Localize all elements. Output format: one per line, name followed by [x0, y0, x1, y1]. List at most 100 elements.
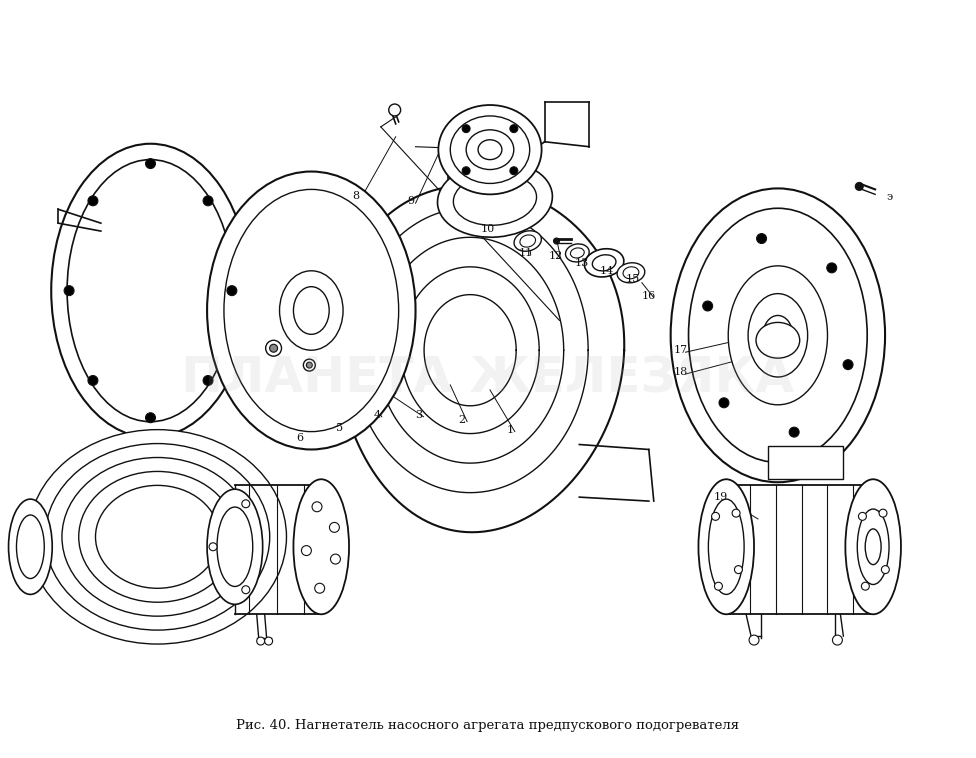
- Text: 3: 3: [415, 410, 422, 420]
- Circle shape: [264, 637, 272, 645]
- Ellipse shape: [437, 161, 552, 237]
- Text: 14: 14: [600, 266, 614, 276]
- Text: 1: 1: [507, 424, 513, 434]
- Circle shape: [827, 263, 836, 273]
- Text: 13: 13: [574, 258, 589, 268]
- Circle shape: [314, 583, 325, 594]
- Ellipse shape: [592, 255, 616, 271]
- Ellipse shape: [61, 458, 253, 616]
- Circle shape: [859, 512, 867, 520]
- Polygon shape: [768, 446, 843, 479]
- Text: 5: 5: [336, 423, 343, 433]
- Circle shape: [145, 158, 155, 168]
- Circle shape: [509, 124, 518, 133]
- Ellipse shape: [565, 244, 590, 262]
- Circle shape: [88, 375, 98, 386]
- Ellipse shape: [51, 144, 250, 437]
- Ellipse shape: [79, 471, 236, 603]
- Circle shape: [203, 196, 213, 205]
- Circle shape: [306, 362, 312, 368]
- Text: 2: 2: [459, 415, 466, 424]
- Text: э: э: [886, 193, 892, 202]
- Circle shape: [735, 565, 743, 574]
- Circle shape: [227, 286, 237, 296]
- Circle shape: [304, 359, 315, 371]
- Circle shape: [719, 398, 729, 408]
- Circle shape: [145, 413, 155, 423]
- Ellipse shape: [207, 489, 263, 604]
- Text: 9: 9: [407, 196, 414, 206]
- Text: 12: 12: [549, 251, 562, 261]
- Circle shape: [712, 512, 719, 520]
- Ellipse shape: [96, 485, 220, 588]
- Circle shape: [312, 502, 322, 512]
- Ellipse shape: [454, 174, 537, 225]
- Ellipse shape: [623, 267, 639, 279]
- Ellipse shape: [570, 248, 585, 258]
- Circle shape: [862, 582, 870, 590]
- Text: 15: 15: [626, 274, 640, 283]
- Text: 17: 17: [673, 345, 688, 356]
- Circle shape: [749, 635, 759, 645]
- Ellipse shape: [67, 160, 234, 421]
- Circle shape: [703, 301, 712, 311]
- Circle shape: [257, 637, 264, 645]
- Circle shape: [463, 167, 470, 175]
- Circle shape: [203, 375, 213, 386]
- Text: 4: 4: [373, 410, 381, 420]
- Circle shape: [714, 582, 722, 590]
- Circle shape: [269, 344, 277, 352]
- Circle shape: [302, 546, 311, 556]
- Ellipse shape: [748, 293, 807, 377]
- Ellipse shape: [585, 249, 624, 277]
- Ellipse shape: [207, 171, 416, 449]
- Ellipse shape: [688, 208, 868, 462]
- Circle shape: [833, 635, 842, 645]
- Text: 19: 19: [713, 492, 727, 502]
- Ellipse shape: [478, 139, 502, 160]
- Ellipse shape: [224, 190, 398, 431]
- Circle shape: [553, 238, 559, 244]
- Ellipse shape: [514, 230, 542, 251]
- Text: 6: 6: [296, 433, 303, 443]
- Circle shape: [881, 565, 889, 574]
- Circle shape: [209, 543, 217, 551]
- Circle shape: [879, 509, 887, 517]
- Circle shape: [732, 509, 740, 517]
- Ellipse shape: [450, 116, 530, 183]
- Ellipse shape: [699, 479, 754, 614]
- Ellipse shape: [17, 515, 44, 578]
- Text: 10: 10: [481, 224, 495, 234]
- Circle shape: [331, 554, 341, 564]
- Ellipse shape: [438, 105, 542, 194]
- Ellipse shape: [45, 443, 269, 630]
- Circle shape: [843, 360, 853, 370]
- Text: Рис. 40. Нагнетатель насосного агрегата предпускового подогревателя: Рис. 40. Нагнетатель насосного агрегата …: [236, 719, 740, 732]
- Ellipse shape: [294, 287, 329, 334]
- Circle shape: [756, 233, 766, 243]
- Circle shape: [88, 196, 98, 205]
- Ellipse shape: [671, 189, 885, 482]
- Circle shape: [242, 500, 250, 508]
- Circle shape: [242, 586, 250, 594]
- Ellipse shape: [709, 499, 744, 594]
- Ellipse shape: [28, 430, 287, 644]
- Ellipse shape: [756, 322, 799, 358]
- Text: ПЛАНЕТА ЖЕЛЕЗЯКА: ПЛАНЕТА ЖЕЛЕЗЯКА: [182, 354, 794, 402]
- Circle shape: [64, 286, 74, 296]
- Ellipse shape: [467, 130, 513, 170]
- Ellipse shape: [294, 479, 349, 614]
- Ellipse shape: [865, 529, 881, 565]
- Ellipse shape: [617, 263, 645, 283]
- Ellipse shape: [857, 509, 889, 584]
- Circle shape: [855, 183, 863, 190]
- Text: 18: 18: [673, 367, 688, 377]
- Text: 11: 11: [518, 248, 533, 258]
- Text: 8: 8: [352, 191, 359, 202]
- Circle shape: [330, 522, 340, 532]
- Ellipse shape: [763, 315, 793, 356]
- Ellipse shape: [520, 235, 536, 247]
- Circle shape: [790, 428, 799, 437]
- Circle shape: [463, 124, 470, 133]
- Ellipse shape: [9, 499, 53, 594]
